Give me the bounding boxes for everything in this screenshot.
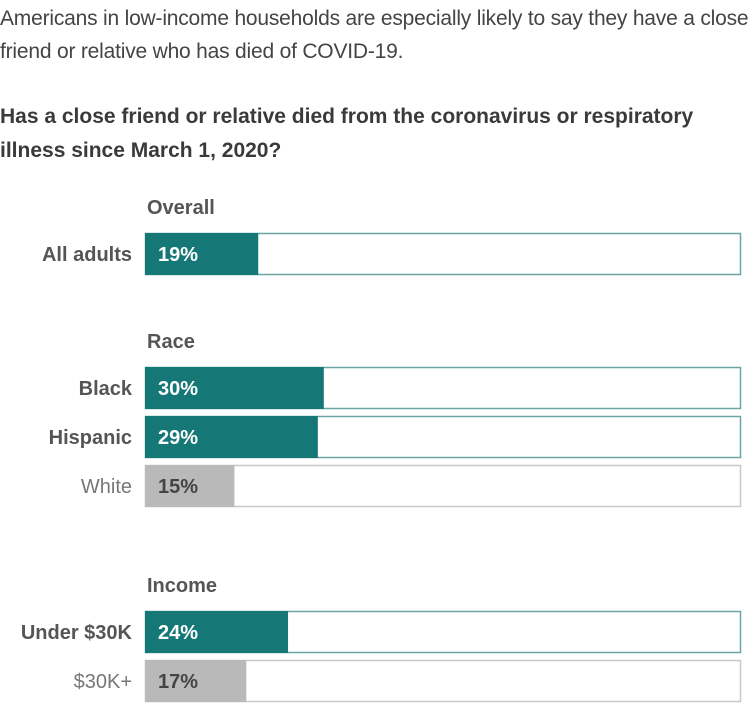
group-heading: Overall bbox=[147, 197, 215, 219]
bar-track bbox=[144, 464, 742, 508]
category-label: Hispanic bbox=[49, 427, 132, 449]
category-label: $30K+ bbox=[74, 671, 132, 693]
bar bbox=[145, 660, 247, 702]
bar bbox=[145, 233, 259, 275]
chart-question: Has a close friend or relative died from… bbox=[0, 105, 694, 162]
bar bbox=[145, 367, 324, 409]
value-label: 15% bbox=[158, 476, 198, 498]
value-label: 30% bbox=[158, 378, 198, 400]
value-label: 24% bbox=[158, 622, 198, 644]
group-heading: Race bbox=[147, 331, 195, 353]
bar bbox=[145, 416, 318, 458]
value-label: 29% bbox=[158, 427, 198, 449]
category-label: White bbox=[81, 476, 132, 498]
bar bbox=[145, 611, 289, 653]
category-label: Black bbox=[79, 378, 133, 400]
category-label: All adults bbox=[42, 244, 132, 266]
group-heading: Income bbox=[147, 575, 217, 597]
category-label: Under $30K bbox=[21, 622, 133, 644]
bar-chart: Overall All adults 19% Race Black 30% Hispanic… bbox=[21, 197, 742, 703]
bar bbox=[145, 465, 235, 507]
value-label: 17% bbox=[158, 671, 198, 693]
intro-text: Americans in low-income households are e… bbox=[0, 7, 749, 63]
value-label: 19% bbox=[158, 244, 198, 266]
